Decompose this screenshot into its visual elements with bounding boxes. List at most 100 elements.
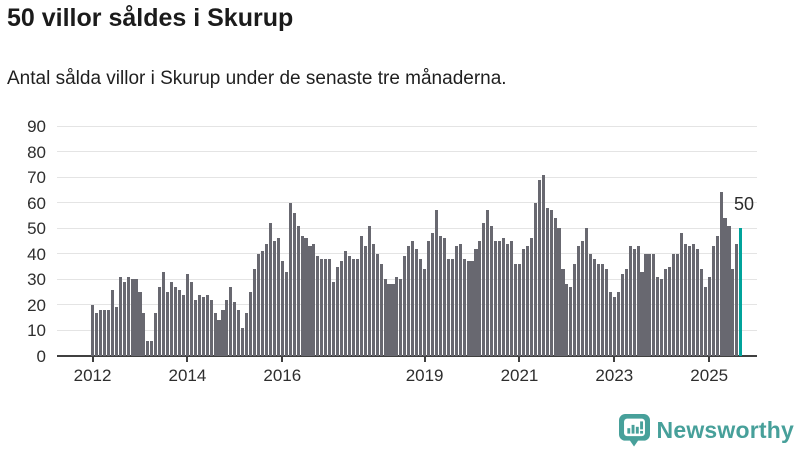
chart-subtitle: Antal sålda villor i Skurup under de sen… bbox=[7, 68, 507, 89]
bar bbox=[569, 287, 573, 356]
bar bbox=[367, 225, 371, 356]
bar bbox=[268, 223, 272, 356]
bar bbox=[264, 243, 269, 356]
bar bbox=[612, 297, 616, 356]
y-gridline bbox=[57, 176, 757, 178]
bar bbox=[557, 228, 561, 356]
x-axis-tick-label: 2016 bbox=[263, 366, 302, 385]
bar bbox=[458, 243, 462, 356]
bar bbox=[478, 241, 482, 356]
y-gridline bbox=[57, 227, 757, 229]
bar bbox=[379, 264, 383, 356]
bar bbox=[474, 248, 478, 356]
y-axis-tick-label: 20 bbox=[27, 295, 46, 315]
bar bbox=[276, 238, 280, 356]
bar bbox=[363, 246, 367, 356]
bar bbox=[427, 241, 431, 356]
x-axis-tick bbox=[91, 356, 94, 362]
bar bbox=[150, 340, 154, 356]
bar bbox=[589, 253, 593, 356]
bar bbox=[110, 289, 114, 356]
bar-highlight-latest bbox=[739, 228, 743, 356]
bar bbox=[628, 246, 632, 356]
bar bbox=[118, 276, 122, 356]
bar bbox=[154, 312, 158, 356]
bar bbox=[320, 258, 324, 356]
bar bbox=[209, 299, 213, 356]
y-axis-tick-label: 70 bbox=[27, 168, 46, 188]
y-gridline bbox=[57, 125, 757, 127]
y-gridline bbox=[57, 304, 757, 306]
x-axis-tick bbox=[281, 356, 284, 362]
bar bbox=[245, 312, 249, 356]
bar bbox=[419, 258, 423, 356]
bar bbox=[545, 207, 549, 356]
bar bbox=[415, 248, 419, 356]
y-gridline bbox=[57, 253, 757, 255]
bar bbox=[454, 246, 458, 356]
bar bbox=[316, 256, 320, 356]
newsworthy-logo-icon bbox=[618, 414, 650, 447]
bar bbox=[138, 292, 142, 356]
y-axis-tick-label: 50 bbox=[27, 219, 46, 239]
bar bbox=[660, 279, 664, 356]
bar bbox=[399, 279, 403, 356]
bar bbox=[561, 269, 565, 356]
bar bbox=[644, 253, 648, 356]
bar bbox=[355, 258, 359, 356]
bar bbox=[462, 258, 466, 356]
bar bbox=[272, 241, 276, 356]
bar bbox=[636, 246, 640, 356]
bar bbox=[668, 266, 672, 356]
bar bbox=[549, 210, 553, 356]
bar bbox=[260, 251, 265, 356]
bar bbox=[193, 299, 197, 356]
x-axis-tick-label: 2025 bbox=[690, 366, 729, 385]
bar bbox=[438, 235, 442, 356]
bar bbox=[683, 243, 688, 356]
bar bbox=[581, 241, 585, 356]
bar bbox=[146, 340, 150, 356]
y-gridline bbox=[57, 151, 757, 153]
bar bbox=[225, 299, 229, 356]
bar bbox=[304, 238, 308, 356]
bar bbox=[284, 271, 288, 356]
x-axis-tick bbox=[423, 356, 426, 362]
bar bbox=[174, 287, 178, 356]
y-gridline bbox=[57, 202, 757, 204]
bar bbox=[253, 269, 257, 356]
bar bbox=[241, 327, 245, 356]
bar bbox=[715, 235, 719, 356]
bar bbox=[640, 271, 644, 356]
x-axis-tick bbox=[186, 356, 189, 362]
bar bbox=[328, 258, 332, 356]
latest-value-annotation: 50 bbox=[734, 194, 755, 214]
bar bbox=[672, 253, 676, 356]
bar bbox=[387, 284, 391, 356]
bar bbox=[699, 269, 703, 356]
bar bbox=[676, 253, 680, 356]
bar bbox=[517, 264, 522, 356]
bar bbox=[201, 297, 205, 356]
bar bbox=[308, 246, 312, 356]
bar bbox=[711, 246, 715, 356]
bar bbox=[513, 264, 518, 356]
bar bbox=[703, 287, 707, 356]
bar bbox=[632, 248, 636, 356]
bar bbox=[411, 241, 415, 356]
y-axis-tick-label: 30 bbox=[27, 270, 46, 290]
bar bbox=[735, 243, 739, 356]
bar bbox=[434, 210, 438, 356]
bar bbox=[585, 228, 589, 356]
bar bbox=[217, 320, 221, 356]
bar bbox=[221, 310, 225, 356]
bar bbox=[533, 202, 537, 356]
bar bbox=[94, 312, 99, 356]
bar bbox=[229, 287, 233, 356]
y-gridline bbox=[57, 329, 757, 331]
bar bbox=[170, 281, 174, 356]
bar bbox=[340, 261, 344, 356]
bar bbox=[347, 256, 352, 356]
y-axis-tick-label: 60 bbox=[27, 193, 46, 213]
